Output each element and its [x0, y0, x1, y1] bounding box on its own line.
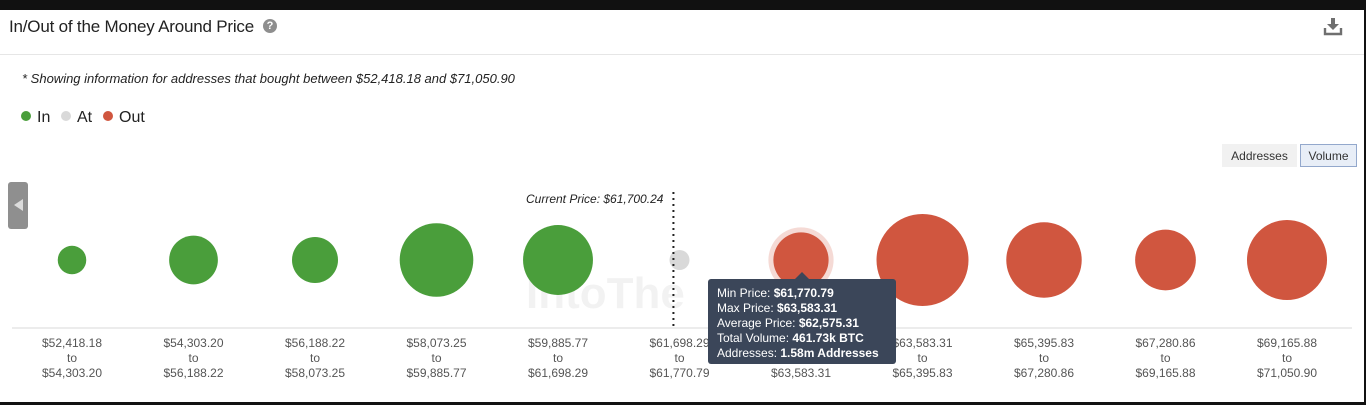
- legend-item-out[interactable]: Out: [103, 109, 145, 127]
- tooltip-row-total-volume: Total Volume: 461.73k BTC: [717, 331, 864, 345]
- tooltip-arrow: [795, 272, 809, 279]
- tick-label-to: $61,770.79: [649, 366, 709, 380]
- tick-label-from: $56,188.22: [285, 336, 345, 350]
- bubble-1[interactable]: [57, 245, 87, 275]
- tick-label-separator: to: [917, 351, 927, 365]
- tick-label-from: $59,885.77: [528, 336, 588, 350]
- tooltip-row-average-price: Average Price: $62,575.31: [717, 316, 859, 330]
- bubble-9[interactable]: [1006, 222, 1082, 298]
- bubble-11[interactable]: [1246, 219, 1328, 301]
- bubble-10[interactable]: [1135, 229, 1196, 291]
- tooltip-row-max-price: Max Price: $63,583.31: [717, 301, 838, 315]
- page-title: In/Out of the Money Around Price: [9, 17, 254, 36]
- tick-label-from: $67,280.86: [1135, 336, 1195, 350]
- bubble-5[interactable]: [523, 225, 593, 295]
- tick-label-to: $56,188.22: [163, 366, 223, 380]
- tick-label-from: $65,395.83: [1014, 336, 1074, 350]
- hover-tooltip: Min Price: $61,770.79 Max Price: $63,583…: [708, 279, 896, 364]
- tick-label-separator: to: [188, 351, 198, 365]
- tick-label-separator: to: [67, 351, 77, 365]
- range-note: * Showing information for addresses that…: [22, 71, 515, 86]
- bubble-2[interactable]: [169, 235, 218, 285]
- tooltip-row-addresses: Addresses: 1.58m Addresses: [717, 346, 879, 360]
- tooltip-row-min-price: Min Price: $61,770.79: [717, 286, 834, 300]
- chart-card: In/Out of the Money Around Price ? * Sho…: [0, 10, 1364, 402]
- help-icon[interactable]: ?: [263, 19, 277, 33]
- legend-label-in: In: [37, 109, 51, 126]
- bubble-6[interactable]: [669, 250, 690, 270]
- bubble-chart: IntoThe$52,418.18to$54,303.20$54,303.20t…: [12, 192, 1352, 380]
- tick-label-from: $54,303.20: [163, 336, 223, 350]
- bubble-3[interactable]: [292, 237, 338, 283]
- card-header: In/Out of the Money Around Price ?: [0, 10, 1364, 55]
- tick-label-from: $63,583.31: [892, 336, 952, 350]
- legend-item-at[interactable]: At: [61, 109, 92, 127]
- tick-label-to: $69,165.88: [1135, 366, 1195, 380]
- download-icon[interactable]: [1323, 16, 1343, 36]
- legend-dot-at: [61, 111, 71, 121]
- tick-label-separator: to: [431, 351, 441, 365]
- bubble-8[interactable]: [876, 214, 969, 306]
- tick-label-separator: to: [674, 351, 684, 365]
- chevron-left-icon: [14, 199, 23, 211]
- tick-label-from: $61,698.29: [649, 336, 709, 350]
- scroll-left-button[interactable]: [8, 182, 28, 229]
- tick-label-from: $69,165.88: [1257, 336, 1317, 350]
- tick-label-to: $54,303.20: [42, 366, 102, 380]
- tick-label-to: $61,698.29: [528, 366, 588, 380]
- tick-label-to: $65,395.83: [892, 366, 952, 380]
- tick-label-separator: to: [310, 351, 320, 365]
- bubble-4[interactable]: [399, 223, 474, 297]
- tick-label-to: $67,280.86: [1014, 366, 1074, 380]
- addresses-toggle-button[interactable]: Addresses: [1222, 144, 1297, 167]
- tick-label-from: $52,418.18: [42, 336, 102, 350]
- tick-label-separator: to: [553, 351, 563, 365]
- legend-item-in[interactable]: In: [21, 109, 50, 127]
- tick-label-to: $63,583.31: [771, 366, 831, 380]
- tick-label-from: $58,073.25: [406, 336, 466, 350]
- tick-label-separator: to: [1160, 351, 1170, 365]
- volume-toggle-button[interactable]: Volume: [1300, 144, 1357, 167]
- bubble-7[interactable]: [773, 232, 829, 288]
- legend-label-out: Out: [119, 109, 145, 126]
- legend-dot-in: [21, 111, 31, 121]
- legend-dot-out: [103, 111, 113, 121]
- legend-label-at: At: [77, 109, 93, 126]
- tick-label-to: $71,050.90: [1257, 366, 1317, 380]
- tick-label-separator: to: [1282, 351, 1292, 365]
- tick-label-to: $59,885.77: [406, 366, 466, 380]
- tick-label-separator: to: [1039, 351, 1049, 365]
- current-price-label: Current Price: $61,700.24: [526, 192, 664, 206]
- tick-label-to: $58,073.25: [285, 366, 345, 380]
